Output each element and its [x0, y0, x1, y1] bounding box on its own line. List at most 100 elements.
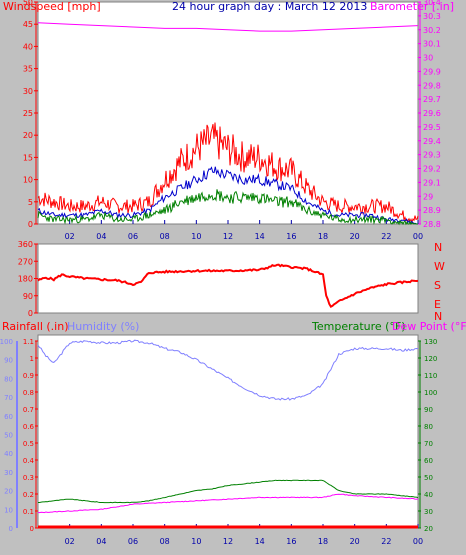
- x-tick-label: 16: [286, 232, 296, 241]
- baro-tick-label: 30: [423, 54, 433, 63]
- rainfall-tick-label: 0: [30, 525, 34, 533]
- wind-tick-label: 10: [23, 176, 33, 185]
- humidity-line: [37, 339, 419, 401]
- wind-tick-label: 40: [23, 42, 33, 51]
- rainfall-tick-label: 1.1: [23, 338, 34, 346]
- baro-tick-label: 28.8: [423, 220, 441, 229]
- wind-tick-label: 15: [23, 153, 33, 162]
- baro-tick-label: 29.9: [423, 67, 441, 76]
- rainfall-tick-label: 0.1: [23, 508, 34, 516]
- baro-tick-label: 29.7: [423, 95, 441, 104]
- x-tick-label: 10: [191, 232, 201, 241]
- wind-tick-label: 5: [28, 198, 33, 207]
- rainfall-tick-label: 0.6: [23, 423, 35, 431]
- rainfall-tick-label: 0.9: [23, 372, 34, 380]
- x-tick-label: 08: [160, 537, 170, 546]
- compass-label: S: [434, 279, 441, 292]
- humidity-axis-label: Humidity (%): [67, 320, 139, 333]
- x-tick-label: 14: [255, 232, 265, 241]
- baro-tick-label: 29.4: [423, 137, 441, 146]
- humidity-tick-label: 60: [4, 413, 13, 421]
- x-tick-label: 16: [286, 537, 296, 546]
- direction-tick-label: 180: [18, 275, 33, 284]
- barometer-line: [37, 22, 419, 32]
- wind-tick-label: 0: [28, 220, 33, 229]
- baro-tick-label: 30.4: [423, 0, 441, 7]
- x-tick-label: 18: [318, 537, 328, 546]
- x-tick-label: 22: [381, 537, 391, 546]
- wind-panel: [37, 1, 419, 225]
- barometer-axis-label: Barometer [.in]: [370, 0, 454, 13]
- direction-tick-label: 360: [18, 240, 33, 249]
- direction-tick-label: 90: [23, 292, 33, 301]
- x-tick-label: 02: [65, 232, 75, 241]
- rainfall-tick-label: 0.5: [23, 440, 34, 448]
- temperature-axis-label: Temperature (°F): [311, 320, 406, 333]
- temperature-tick-label: 120: [424, 355, 437, 363]
- baro-tick-label: 29.5: [423, 123, 441, 132]
- wind-average-line: [37, 166, 418, 225]
- x-tick-label: 20: [350, 232, 360, 241]
- rainfall-tick-label: 0.3: [23, 474, 34, 482]
- humidity-tick-label: 90: [4, 357, 13, 365]
- temperature-tick-label: 40: [424, 491, 433, 499]
- chart-title: 24 hour graph day : March 12 2013: [172, 0, 367, 13]
- dewpoint-axis-label: Dew Point (°F): [392, 320, 466, 333]
- humidity-tick-label: 50: [4, 432, 13, 440]
- temperature-line: [38, 479, 419, 504]
- baro-tick-label: 30.1: [423, 40, 441, 49]
- baro-tick-label: 28.9: [423, 206, 441, 215]
- wind-tick-label: 35: [23, 65, 33, 74]
- rainfall-axis-label: Rainfall (.in): [2, 320, 69, 333]
- wind-tick-label: 30: [23, 87, 33, 96]
- x-tick-label: 12: [223, 537, 233, 546]
- compass-label: W: [434, 260, 445, 273]
- compass-label: E: [434, 298, 441, 311]
- humidity-tick-label: 100: [0, 338, 13, 346]
- x-tick-label: 02: [65, 537, 75, 546]
- temperature-tick-label: 100: [424, 389, 437, 397]
- x-tick-label: 08: [160, 232, 170, 241]
- temperature-tick-label: 50: [424, 474, 433, 482]
- x-tick-label: 22: [381, 232, 391, 241]
- x-tick-label: 10: [191, 537, 201, 546]
- wind-tick-label: 20: [23, 131, 33, 140]
- temperature-tick-label: 130: [424, 338, 437, 346]
- compass-label: N: [434, 241, 442, 254]
- humidity-tick-label: 70: [4, 394, 13, 402]
- x-tick-label: 00: [413, 537, 423, 546]
- temperature-tick-label: 70: [424, 440, 433, 448]
- wind-gust-line: [37, 122, 419, 224]
- x-tick-label: 04: [96, 232, 106, 241]
- baro-tick-label: 29.3: [423, 151, 441, 160]
- compass-label: N: [434, 310, 442, 323]
- temperature-tick-label: 30: [424, 508, 433, 516]
- rainfall-tick-label: 1: [30, 355, 34, 363]
- humidity-tick-label: 0: [9, 525, 13, 533]
- baro-tick-label: 29.6: [423, 109, 441, 118]
- rainfall-tick-label: 0.2: [23, 491, 34, 499]
- direction-tick-label: 0: [28, 309, 33, 318]
- rainfall-tick-label: 0.7: [23, 406, 34, 414]
- x-tick-label: 20: [350, 537, 360, 546]
- humidity-tick-label: 30: [4, 469, 13, 477]
- baro-tick-label: 29.1: [423, 178, 441, 187]
- baro-tick-label: 29: [423, 192, 433, 201]
- wind-tick-label: 45: [23, 20, 33, 29]
- rainfall-tick-label: 0.8: [23, 389, 34, 397]
- x-tick-label: 06: [128, 537, 138, 546]
- humidity-tick-label: 10: [4, 506, 13, 514]
- x-tick-label: 06: [128, 232, 138, 241]
- wind-direction-line: [37, 263, 419, 309]
- direction-panel: [37, 243, 419, 314]
- dewpoint-line: [37, 493, 419, 514]
- rainfall-tick-label: 0.4: [23, 457, 35, 465]
- baro-tick-label: 30.3: [423, 12, 441, 21]
- humidity-tick-label: 80: [4, 375, 13, 383]
- baro-tick-label: 30.2: [423, 26, 441, 35]
- wind-low-line: [37, 189, 418, 226]
- baro-tick-label: 29.2: [423, 165, 441, 174]
- temperature-tick-label: 110: [424, 372, 437, 380]
